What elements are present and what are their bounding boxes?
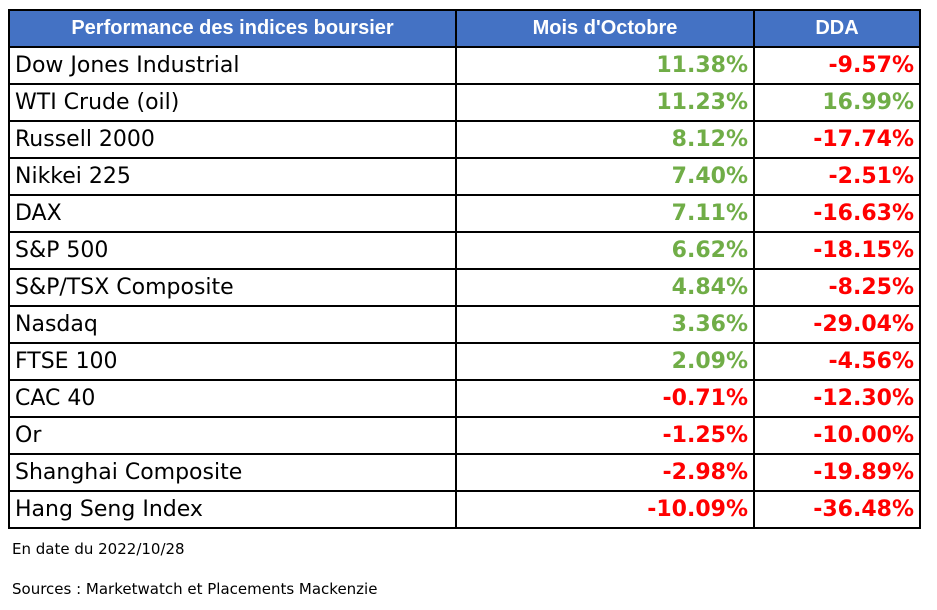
date-note: En date du 2022/10/28 (12, 540, 185, 558)
index-name-cell: Russell 2000 (8, 120, 457, 159)
table-row: Russell 2000 8.12% -17.74% (8, 120, 921, 159)
table-row: FTSE 100 2.09% -4.56% (8, 342, 921, 381)
header-index-name: Performance des indices boursier (8, 9, 457, 48)
index-name-cell: Nikkei 225 (8, 157, 457, 196)
table-row: DAX 7.11% -16.63% (8, 194, 921, 233)
month-value-cell: -10.09% (455, 490, 755, 529)
index-name-cell: Hang Seng Index (8, 490, 457, 529)
ytd-value-cell: -10.00% (753, 416, 921, 455)
table-row: S&P 500 6.62% -18.15% (8, 231, 921, 270)
ytd-value-cell: -18.15% (753, 231, 921, 270)
table-row: Nikkei 225 7.40% -2.51% (8, 157, 921, 196)
header-row: Performance des indices boursier Mois d'… (8, 9, 921, 48)
table-row: S&P/TSX Composite 4.84% -8.25% (8, 268, 921, 307)
header-month: Mois d'Octobre (455, 9, 755, 48)
index-name-cell: Dow Jones Industrial (8, 46, 457, 85)
month-value-cell: 2.09% (455, 342, 755, 381)
ytd-value-cell: -9.57% (753, 46, 921, 85)
index-name-cell: WTI Crude (oil) (8, 83, 457, 122)
ytd-value-cell: -36.48% (753, 490, 921, 529)
ytd-value-cell: -8.25% (753, 268, 921, 307)
index-name-cell: CAC 40 (8, 379, 457, 418)
month-value-cell: 7.11% (455, 194, 755, 233)
month-value-cell: 8.12% (455, 120, 755, 159)
ytd-value-cell: -2.51% (753, 157, 921, 196)
month-value-cell: 4.84% (455, 268, 755, 307)
sources-note: Sources : Marketwatch et Placements Mack… (12, 580, 378, 598)
month-value-cell: -1.25% (455, 416, 755, 455)
month-value-cell: -0.71% (455, 379, 755, 418)
month-value-cell: 7.40% (455, 157, 755, 196)
ytd-value-cell: -29.04% (753, 305, 921, 344)
index-name-cell: S&P/TSX Composite (8, 268, 457, 307)
month-value-cell: -2.98% (455, 453, 755, 492)
index-name-cell: DAX (8, 194, 457, 233)
index-name-cell: Nasdaq (8, 305, 457, 344)
ytd-value-cell: -4.56% (753, 342, 921, 381)
table-row: Or -1.25% -10.00% (8, 416, 921, 455)
table-row: Nasdaq 3.36% -29.04% (8, 305, 921, 344)
table-row: CAC 40 -0.71% -12.30% (8, 379, 921, 418)
performance-table: Performance des indices boursier Mois d'… (8, 9, 921, 529)
table-row: Hang Seng Index -10.09% -36.48% (8, 490, 921, 529)
index-name-cell: Or (8, 416, 457, 455)
month-value-cell: 6.62% (455, 231, 755, 270)
index-name-cell: S&P 500 (8, 231, 457, 270)
month-value-cell: 3.36% (455, 305, 755, 344)
month-value-cell: 11.38% (455, 46, 755, 85)
index-name-cell: FTSE 100 (8, 342, 457, 381)
table-row: WTI Crude (oil) 11.23% 16.99% (8, 83, 921, 122)
ytd-value-cell: -16.63% (753, 194, 921, 233)
month-value-cell: 11.23% (455, 83, 755, 122)
ytd-value-cell: 16.99% (753, 83, 921, 122)
ytd-value-cell: -12.30% (753, 379, 921, 418)
index-name-cell: Shanghai Composite (8, 453, 457, 492)
table-row: Dow Jones Industrial 11.38% -9.57% (8, 46, 921, 85)
table-row: Shanghai Composite -2.98% -19.89% (8, 453, 921, 492)
ytd-value-cell: -17.74% (753, 120, 921, 159)
ytd-value-cell: -19.89% (753, 453, 921, 492)
header-ytd: DDA (753, 9, 921, 48)
